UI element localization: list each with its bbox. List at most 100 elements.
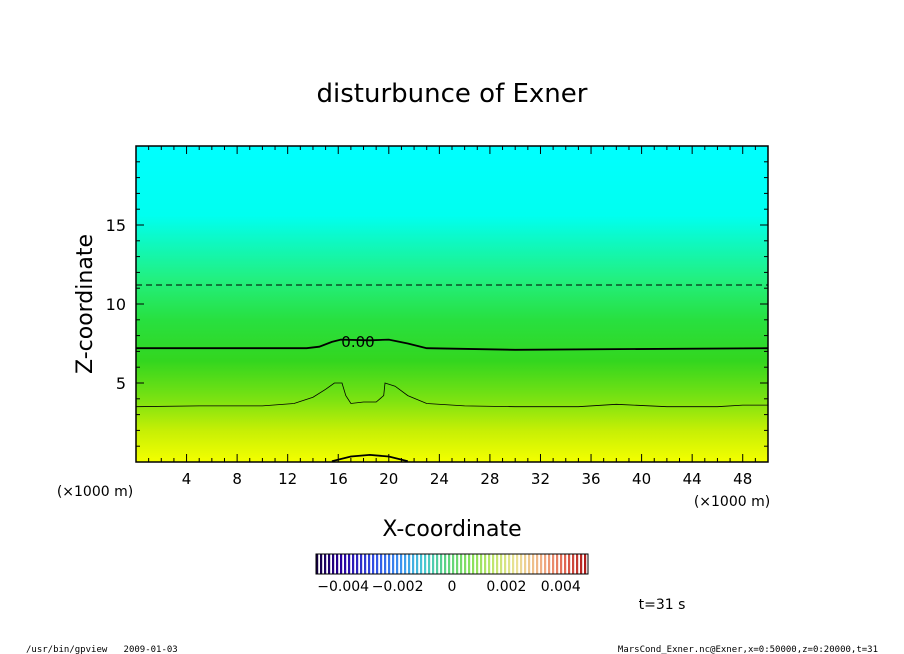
colorbar-band — [552, 554, 555, 574]
y-unit-label: (×1000 m) — [57, 484, 133, 500]
x-tick-label: 32 — [531, 470, 550, 488]
contour-line-2 — [331, 453, 409, 462]
colorbar-band — [524, 554, 527, 574]
y-tick-label: 10 — [106, 295, 126, 314]
chart-title: disturbunce of Exner — [317, 79, 588, 109]
colorbar-tick-label: −0.002 — [372, 579, 424, 595]
colorbar-band — [556, 554, 559, 574]
colorbar-band — [452, 554, 455, 574]
x-tick-label: 24 — [430, 470, 449, 488]
colorbar-tick-label: 0.004 — [541, 579, 581, 595]
colorbar-band — [384, 554, 387, 574]
colorbar-band — [536, 554, 539, 574]
colorbar-band — [472, 554, 475, 574]
x-tick-label: 8 — [232, 470, 242, 488]
colorbar-band — [564, 554, 567, 574]
colorbar-band — [344, 554, 347, 574]
colorbar-band — [424, 554, 427, 574]
colorbar-band — [528, 554, 531, 574]
contour-line-0 — [136, 338, 768, 351]
plot-frame — [135, 145, 769, 463]
time-label: t=31 s — [639, 597, 686, 613]
colorbar-band — [316, 554, 319, 574]
contour-lines — [136, 284, 768, 462]
colorbar-band — [512, 554, 515, 574]
colorbar-band — [516, 554, 519, 574]
colorbar-band — [432, 554, 435, 574]
x-tick-label: 4 — [182, 470, 192, 488]
x-unit-label: (×1000 m) — [694, 494, 770, 510]
y-tick-label: 5 — [116, 374, 126, 393]
colorbar-tick-label: 0.002 — [486, 579, 526, 595]
x-tick-label: 28 — [480, 470, 499, 488]
colorbar-band — [352, 554, 355, 574]
colorbar-band — [460, 554, 463, 574]
colorbar-band — [456, 554, 459, 574]
colorbar-band — [416, 554, 419, 574]
colorbar-band — [336, 554, 339, 574]
colorbar-band — [400, 554, 403, 574]
colorbar-band — [484, 554, 487, 574]
colorbar-band — [412, 554, 415, 574]
colorbar-tick-label: −0.004 — [317, 579, 369, 595]
colorbar-band — [364, 554, 367, 574]
colorbar-band — [380, 554, 383, 574]
colorbar-band — [372, 554, 375, 574]
x-tick-label: 44 — [683, 470, 702, 488]
colorbar-band — [332, 554, 335, 574]
x-axis-label: X-coordinate — [382, 517, 521, 542]
file-info: MarsCond_Exner.nc@Exner,x=0:50000,z=0:20… — [618, 645, 878, 654]
x-tick-label: 36 — [581, 470, 600, 488]
colorbar-band — [504, 554, 507, 574]
colorbar-tick-label: 0 — [448, 579, 457, 595]
colorbar — [316, 554, 587, 574]
colorbar-band — [444, 554, 447, 574]
colorbar-band — [428, 554, 431, 574]
colorbar-frame — [315, 553, 589, 575]
colorbar-band — [540, 554, 543, 574]
colorbar-band — [548, 554, 551, 574]
x-tick-label: 12 — [278, 470, 297, 488]
colorbar-band — [368, 554, 371, 574]
contour-line-1 — [136, 382, 768, 408]
colorbar-band — [360, 554, 363, 574]
colorbar-band — [348, 554, 351, 574]
colorbar-band — [420, 554, 423, 574]
colorbar-band — [388, 554, 391, 574]
x-tick-labels: 4 8 12 16 20 24 28 32 36 40 44 48 — [182, 470, 752, 488]
colorbar-band — [488, 554, 491, 574]
y-tick-label: 15 — [106, 216, 126, 235]
y-tick-labels: 5 10 15 — [106, 216, 126, 393]
colorbar-band — [500, 554, 503, 574]
colorbar-band — [476, 554, 479, 574]
colorbar-band — [580, 554, 583, 574]
y-axis-label: Z-coordinate — [73, 234, 98, 374]
x-tick-label: 20 — [379, 470, 398, 488]
colorbar-band — [324, 554, 327, 574]
program-info: /usr/bin/gpview 2009-01-03 — [26, 645, 178, 654]
colorbar-band — [568, 554, 571, 574]
colorbar-band — [392, 554, 395, 574]
contour-label: 0.00 — [341, 333, 374, 351]
colorbar-band — [436, 554, 439, 574]
colorbar-band — [376, 554, 379, 574]
colorbar-band — [560, 554, 563, 574]
colorbar-tick-labels: −0.004 −0.002 0 0.002 0.004 — [317, 579, 581, 595]
x-tick-label: 40 — [632, 470, 651, 488]
plot-field — [136, 146, 768, 462]
colorbar-band — [468, 554, 471, 574]
colorbar-band — [544, 554, 547, 574]
colorbar-band — [532, 554, 535, 574]
colorbar-band — [492, 554, 495, 574]
colorbar-band — [408, 554, 411, 574]
colorbar-band — [520, 554, 523, 574]
colorbar-band — [328, 554, 331, 574]
colorbar-band — [320, 554, 323, 574]
colorbar-band — [404, 554, 407, 574]
colorbar-band — [464, 554, 467, 574]
colorbar-band — [480, 554, 483, 574]
colorbar-band — [440, 554, 443, 574]
colorbar-band — [508, 554, 511, 574]
colorbar-band — [496, 554, 499, 574]
